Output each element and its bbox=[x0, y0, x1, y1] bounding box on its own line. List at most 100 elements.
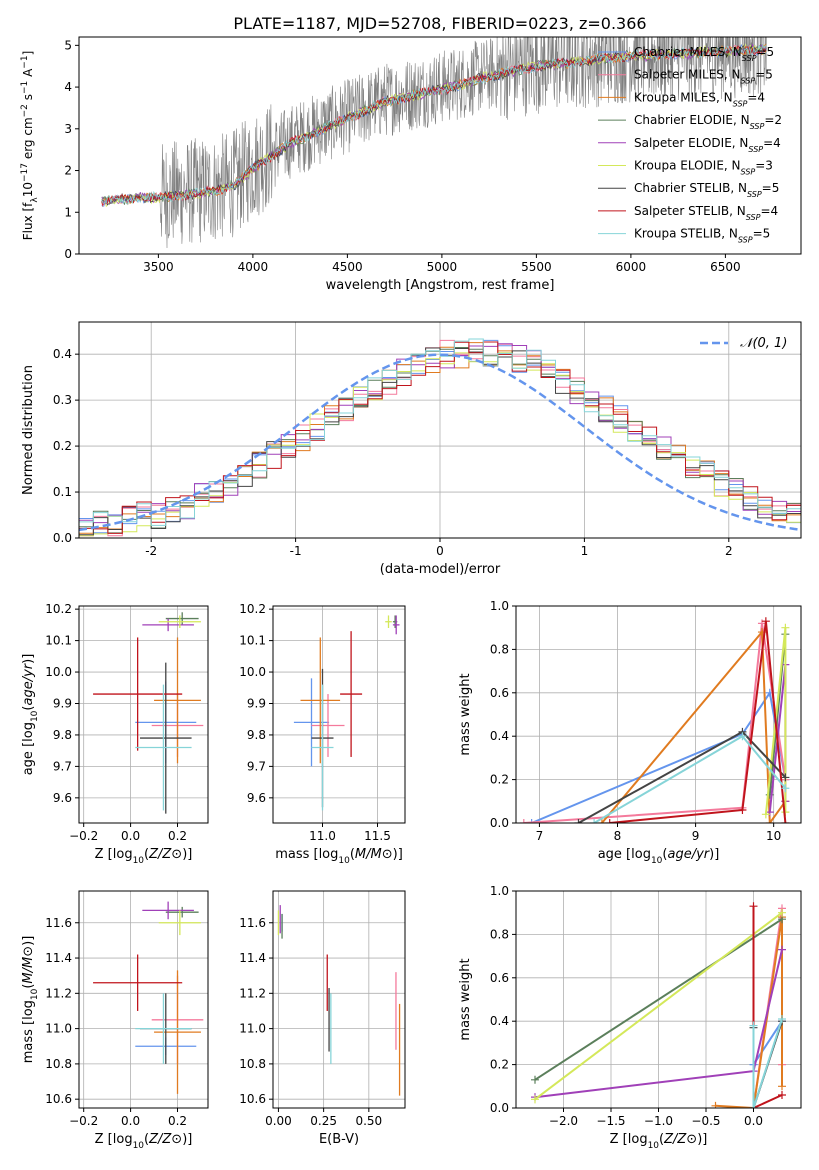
label-part: age [log bbox=[598, 847, 651, 862]
model-line-salpeter-stelib bbox=[101, 45, 767, 208]
y-tick-label: 9.7 bbox=[247, 759, 266, 773]
weight-marker-kroupa-stelib bbox=[749, 1104, 758, 1108]
x-axis-label: E(B-V) bbox=[319, 1132, 359, 1147]
histogram-kroupa-stelib bbox=[79, 338, 801, 538]
y-axis-label: mass [log10(M/M⊙)] bbox=[21, 936, 40, 1064]
y-tick-label: 9.9 bbox=[53, 696, 72, 710]
label-part: mass [log bbox=[275, 847, 338, 862]
y-tick-label: 10.0 bbox=[45, 665, 72, 679]
legend-entry: Chabrier ELODIE, NSSP=2 bbox=[634, 113, 782, 131]
x-axis-label: Z [log10(Z/Z⊙)] bbox=[95, 847, 193, 866]
y-tick-label: 0.0 bbox=[490, 816, 509, 830]
label-part: )] bbox=[21, 936, 36, 946]
y-tick-label: 10.8 bbox=[239, 1057, 266, 1071]
label-part: )] bbox=[182, 1132, 192, 1147]
y-tick-label: 9.6 bbox=[53, 791, 72, 805]
axes-weight_vs_Z: −2.0 −1.5 −1.0 −0.5 0.0 0.0 0.2 0.4 0.6 0.8 1.0 Z [… bbox=[458, 884, 802, 1151]
gaussian-curve bbox=[79, 353, 801, 532]
label-part: )] bbox=[21, 654, 36, 664]
x-tick-label: 11.0 bbox=[309, 829, 336, 843]
y-tick-label: 1.0 bbox=[490, 884, 509, 898]
label-part: Chabrier ELODIE, N bbox=[634, 113, 750, 127]
y-tick-label: 11.4 bbox=[45, 951, 72, 965]
y-tick-label: 10.2 bbox=[45, 602, 72, 616]
weight-marker-salpeter-stelib bbox=[778, 1090, 786, 1099]
label-part: Flux [f bbox=[21, 202, 35, 240]
label-part: s bbox=[21, 94, 35, 104]
weight-marker-chabrier-miles bbox=[527, 819, 536, 823]
x-axis-label: Z [log10(Z/Z⊙)] bbox=[95, 1132, 193, 1151]
x-tick-label: 7 bbox=[536, 829, 544, 843]
weight-marker-kroupa-stelib bbox=[749, 1021, 758, 1030]
y-tick-label: 3 bbox=[64, 122, 72, 136]
label-part: −1 bbox=[20, 55, 30, 68]
axes-age_vs_mass: 11.0 11.5 9.6 9.7 9.8 9.9 10.0 10.1 10.2 mass [lo… bbox=[239, 602, 406, 866]
weight-line-kroupa-miles bbox=[601, 629, 787, 823]
label-part: λ bbox=[30, 197, 40, 203]
weight-marker-kroupa-elodie bbox=[781, 623, 790, 632]
x-tick-label: 11.5 bbox=[364, 829, 391, 843]
label-part: 10 bbox=[648, 1141, 660, 1151]
x-tick-label: −0.5 bbox=[691, 1114, 720, 1128]
label-part: Z [log bbox=[610, 1132, 648, 1147]
weight-marker-salpeter-elodie bbox=[778, 945, 786, 954]
label-part: Z/Z⊙ bbox=[663, 1132, 697, 1147]
label-part: =4 bbox=[760, 204, 778, 218]
weight-marker-kroupa-stelib bbox=[590, 819, 599, 823]
y-tick-label: 0.1 bbox=[53, 485, 72, 499]
weight-line-chabrier-stelib bbox=[578, 730, 787, 823]
label-part: )] bbox=[709, 847, 719, 862]
label-part: ( bbox=[662, 847, 667, 862]
label-part: Salpeter STELIB, N bbox=[634, 204, 746, 218]
label-part: M/M⊙ bbox=[21, 946, 36, 984]
x-axis-label: wavelength [Angstrom, rest frame] bbox=[326, 278, 555, 293]
x-axis-label: (data-model)/error bbox=[380, 562, 501, 577]
x-tick-label: −1.0 bbox=[644, 1114, 673, 1128]
y-tick-label: 0.2 bbox=[490, 773, 509, 787]
weight-line-salpeter-miles bbox=[523, 623, 787, 823]
label-part: =5 bbox=[755, 68, 773, 82]
label-part: Z/Z⊙ bbox=[148, 1132, 182, 1147]
x-tick-label: −0.2 bbox=[69, 829, 98, 843]
label-part: Chabrier MILES, N bbox=[634, 45, 742, 59]
legend-entry: Chabrier MILES, NSSP=5 bbox=[634, 45, 774, 63]
y-tick-label: 11.6 bbox=[45, 916, 72, 930]
y-tick-label: 0.4 bbox=[53, 347, 72, 361]
label-part: ( bbox=[350, 847, 355, 862]
label-part: 10 bbox=[21, 182, 35, 197]
x-tick-label: 5500 bbox=[521, 260, 552, 274]
plot-area bbox=[277, 905, 401, 1096]
weight-marker-kroupa-miles bbox=[778, 1082, 786, 1091]
x-axis-label: mass [log10(M/M⊙)] bbox=[275, 847, 403, 866]
y-tick-label: 10.6 bbox=[239, 1092, 266, 1106]
label-part: 10 bbox=[30, 710, 40, 722]
x-tick-label: −1.5 bbox=[596, 1114, 625, 1128]
label-part: )] bbox=[182, 847, 192, 862]
x-tick-label: 8 bbox=[614, 829, 622, 843]
y-tick-label: 0.3 bbox=[53, 393, 72, 407]
label-part: ( bbox=[144, 847, 149, 862]
label-part: SSP bbox=[750, 122, 765, 131]
y-axis-label: mass weight bbox=[458, 673, 473, 755]
plot-area bbox=[101, 37, 767, 249]
x-tick-label: -1 bbox=[290, 544, 302, 558]
label-part: ( bbox=[21, 984, 36, 989]
weight-marker-salpeter-stelib bbox=[605, 819, 614, 823]
y-tick-label: 10.0 bbox=[239, 665, 266, 679]
x-axis-label: Z [log10(Z/Z⊙)] bbox=[610, 1132, 708, 1151]
x-tick-label: 1 bbox=[581, 544, 589, 558]
x-tick-label: 0.00 bbox=[265, 1114, 292, 1128]
axes-frame bbox=[78, 605, 209, 824]
y-tick-label: 0.0 bbox=[53, 531, 72, 545]
x-tick-label: 4500 bbox=[332, 260, 363, 274]
label-part: =2 bbox=[764, 113, 782, 127]
x-tick-label: 0.25 bbox=[310, 1114, 337, 1128]
label-part: −2 bbox=[20, 104, 30, 117]
plot-area bbox=[293, 615, 400, 811]
label-part: Chabrier STELIB, N bbox=[634, 181, 747, 195]
x-tick-label: 2 bbox=[725, 544, 733, 558]
x-tick-label: 5000 bbox=[427, 260, 458, 274]
weight-line-chabrier-elodie bbox=[534, 918, 783, 1081]
label-part: =5 bbox=[762, 181, 780, 195]
